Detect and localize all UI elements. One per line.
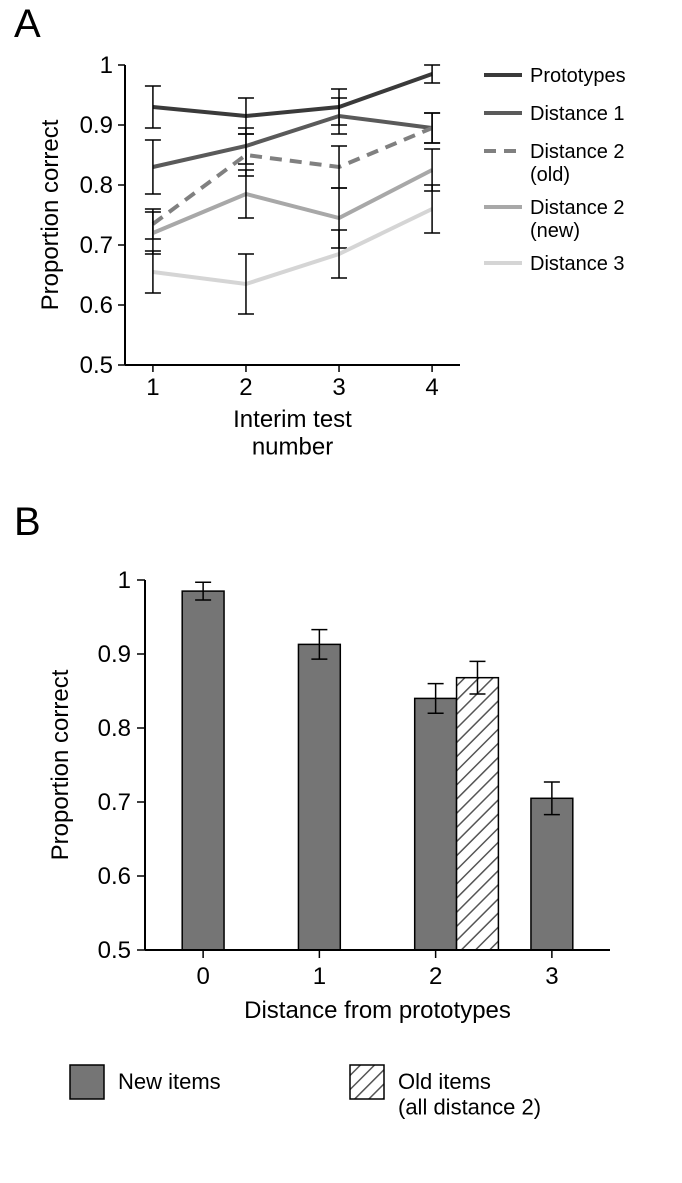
svg-text:3: 3: [332, 374, 345, 401]
svg-text:0.6: 0.6: [80, 292, 113, 319]
panel-a-chart: 0.50.60.70.80.911234Proportion correctIn…: [30, 40, 670, 470]
svg-text:1: 1: [146, 374, 159, 401]
svg-text:1: 1: [118, 567, 131, 594]
svg-text:0.6: 0.6: [98, 863, 131, 890]
svg-text:0.5: 0.5: [80, 352, 113, 379]
svg-text:1: 1: [313, 963, 326, 990]
svg-text:0.8: 0.8: [98, 715, 131, 742]
svg-text:Distance from prototypes: Distance from prototypes: [244, 997, 511, 1024]
svg-text:0.8: 0.8: [80, 172, 113, 199]
svg-text:0.5: 0.5: [98, 937, 131, 964]
svg-text:0.7: 0.7: [98, 789, 131, 816]
svg-text:0.7: 0.7: [80, 232, 113, 259]
svg-text:0.9: 0.9: [98, 641, 131, 668]
svg-text:2: 2: [429, 963, 442, 990]
svg-text:Prototypes: Prototypes: [530, 65, 626, 87]
svg-text:Proportion correct: Proportion correct: [37, 119, 64, 310]
svg-text:4: 4: [425, 374, 438, 401]
page: A 0.50.60.70.80.911234Proportion correct…: [0, 0, 682, 1183]
svg-text:0.9: 0.9: [80, 112, 113, 139]
svg-text:3: 3: [545, 963, 558, 990]
svg-text:Proportion correct: Proportion correct: [47, 669, 74, 860]
svg-text:2: 2: [239, 374, 252, 401]
svg-text:1: 1: [100, 52, 113, 79]
svg-text:0: 0: [196, 963, 209, 990]
svg-text:Distance 1: Distance 1: [530, 103, 625, 125]
svg-text:New items: New items: [118, 1069, 221, 1094]
svg-text:Distance 3: Distance 3: [530, 253, 625, 275]
panel-b-chart: 0.5 0.6 0.7 0.8 0.9 1 0 1 2 3 Proportion correct Di…: [30, 560, 670, 1170]
panel-b-label: B: [14, 500, 41, 545]
